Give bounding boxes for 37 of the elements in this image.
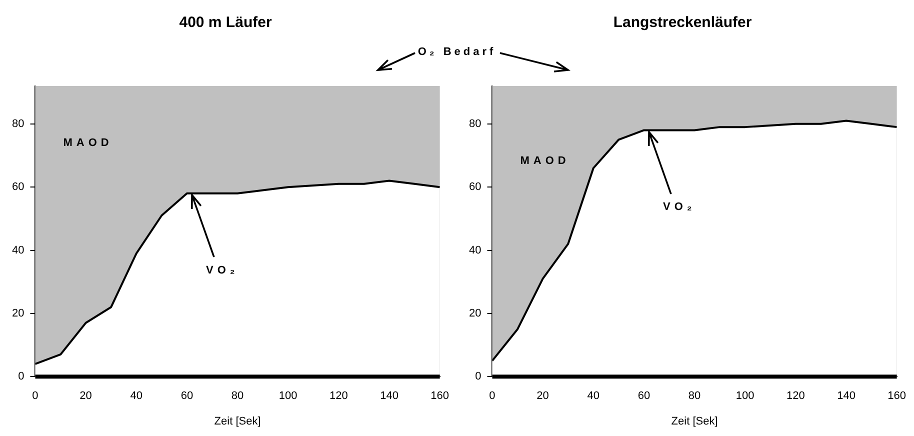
x-tick-label: 0 [32, 390, 38, 402]
x-tick-label: 120 [786, 390, 805, 402]
y-tick-label: 80 [12, 118, 24, 130]
x-tick-label: 140 [837, 390, 856, 402]
annotation: VO₂ [206, 264, 239, 276]
x-tick-label: 60 [638, 390, 650, 402]
y-tick-label: 20 [12, 307, 24, 320]
y-tick-label: 0 [475, 370, 482, 383]
chart-title: Langstreckenläufer [613, 14, 752, 32]
annotation: MAOD [63, 137, 113, 149]
x-tick-label: 60 [180, 390, 194, 402]
y-tick-label: 0 [18, 370, 24, 383]
x-tick-label: 40 [130, 390, 143, 402]
y-tick-label: 60 [12, 181, 24, 194]
y-tick-label: 40 [468, 244, 482, 256]
x-tick-label: 0 [489, 390, 496, 402]
x-tick-label: 120 [329, 390, 348, 402]
chart-title: 400 m Läufer [179, 14, 272, 32]
x-tick-label: 20 [80, 390, 92, 402]
x-tick-label: 160 [888, 390, 906, 402]
x-axis-title: Zeit [Sek] [214, 415, 261, 428]
x-tick-label: 80 [688, 390, 701, 402]
text: O₂ Bedarf [416, 46, 498, 58]
x-axis-title: Zeit [Sek] [671, 415, 718, 428]
y-tick-label: 40 [12, 244, 24, 256]
annotation: MAOD [520, 155, 570, 167]
x-tick-label: 100 [736, 390, 754, 402]
y-tick-label: 20 [468, 307, 482, 320]
x-tick-label: 40 [587, 390, 600, 402]
x-tick-label: 100 [278, 390, 298, 402]
y-tick-label: 60 [468, 181, 482, 194]
annotation: VO₂ [663, 201, 696, 214]
x-tick-label: 80 [231, 390, 244, 402]
x-tick-label: 160 [430, 390, 450, 402]
x-tick-label: 20 [536, 390, 549, 402]
y-tick-label: 80 [468, 118, 482, 130]
x-tick-label: 140 [380, 390, 398, 402]
